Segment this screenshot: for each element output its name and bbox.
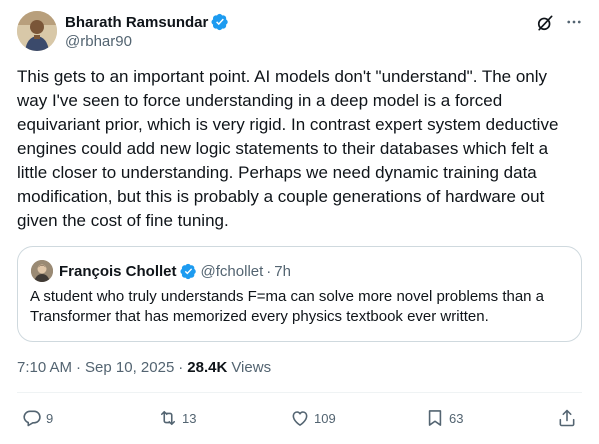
tweet-meta: 7:10 AM · Sep 10, 2025 · 28.4K Views [17,357,271,377]
quoted-separator: · [266,262,272,280]
quoted-author-avatar-image [31,260,53,282]
quoted-verified-badge-icon [179,263,196,279]
repost-icon [160,410,176,426]
tweet-time[interactable]: 7:10 AM [17,358,73,376]
quoted-handle: @fchollet [200,262,264,280]
share-icon [559,409,575,427]
bookmark-icon [428,410,442,426]
author-display-name[interactable]: Bharath Ramsundar [65,13,209,31]
quoted-author-avatar [31,260,53,282]
like-icon [292,411,308,426]
meta-separator: · [178,358,184,376]
grok-icon[interactable] [535,13,555,33]
share-button[interactable] [557,408,577,428]
author-avatar[interactable] [17,11,57,51]
views-label: Views [231,358,272,376]
author-avatar-image [17,11,57,51]
quoted-timestamp: 7h [274,262,291,280]
repost-button[interactable]: 13 [158,408,196,428]
reply-count: 9 [46,410,54,426]
tweet-date[interactable]: Sep 10, 2025 [85,358,175,376]
views-count: 28.4K [187,358,228,376]
more-icon[interactable] [565,13,583,31]
repost-count: 13 [182,410,197,426]
like-count: 109 [314,410,336,426]
author-name-row: Bharath Ramsundar [65,12,229,32]
reply-button[interactable]: 9 [22,408,53,428]
like-button[interactable]: 109 [290,408,336,428]
bookmark-count: 63 [449,410,464,426]
divider [17,392,582,393]
reply-icon [23,410,41,427]
bookmark-button[interactable]: 63 [425,408,463,428]
quoted-display-name: François Chollet [59,262,177,280]
meta-separator: · [76,358,82,376]
quoted-tweet[interactable]: François Chollet @fchollet · 7h A studen… [17,246,582,342]
tweet-text: This gets to an important point. AI mode… [17,67,559,230]
author-handle[interactable]: @rbhar90 [65,33,132,50]
verified-badge-icon [211,13,229,31]
quoted-header: François Chollet @fchollet · 7h [59,261,291,281]
quoted-tweet-text: A student who truly understands F=ma can… [30,288,545,325]
